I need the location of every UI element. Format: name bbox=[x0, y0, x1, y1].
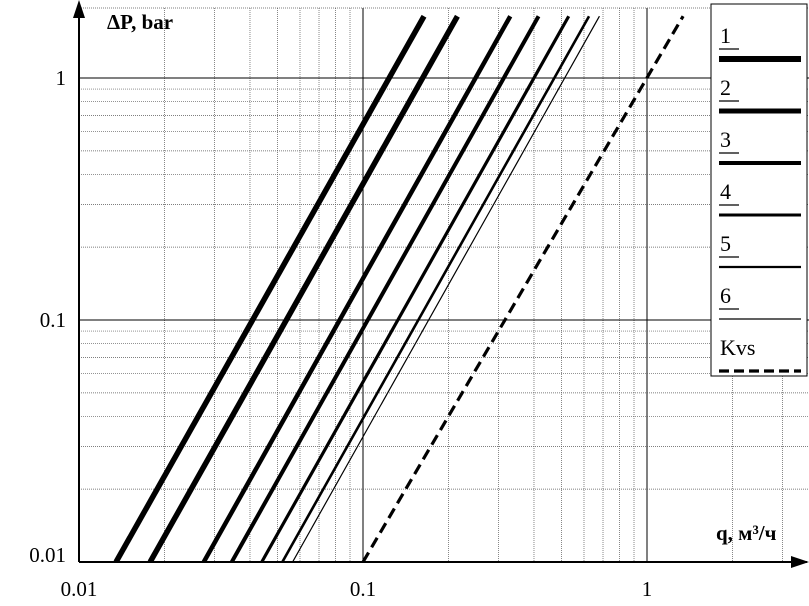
x-axis-arrow bbox=[791, 556, 809, 568]
x-tick-label: 0.1 bbox=[350, 577, 376, 601]
grid bbox=[79, 7, 809, 562]
legend-box bbox=[710, 3, 808, 377]
y-axis-arrow bbox=[73, 0, 85, 18]
legend-label: 2 bbox=[720, 75, 731, 100]
x-tick-label: 1 bbox=[642, 577, 653, 601]
legend-label: 4 bbox=[720, 179, 731, 204]
series-line-5-5 bbox=[281, 15, 591, 562]
legend-label: 3 bbox=[720, 127, 731, 152]
series-line-4-4 bbox=[260, 15, 571, 562]
legend-label: 1 bbox=[720, 23, 731, 48]
y-tick-label: 0.01 bbox=[29, 543, 66, 567]
series-line-1-0 bbox=[113, 14, 427, 562]
x-axis-label: q, м³/ч bbox=[716, 521, 777, 545]
axes bbox=[73, 0, 809, 568]
x-tick-label: 0.01 bbox=[61, 577, 98, 601]
series-lines bbox=[113, 14, 685, 562]
series-line-6-6 bbox=[292, 15, 600, 562]
legend-label: Kvs bbox=[720, 335, 755, 360]
tick-labels: 0.01 0.1 1 0.01 0.1 1 bbox=[29, 66, 652, 601]
y-tick-label: 0.1 bbox=[40, 308, 66, 332]
legend-label: 6 bbox=[720, 283, 731, 308]
series-line-1-1 bbox=[147, 14, 460, 562]
series-line-3-3 bbox=[229, 15, 541, 562]
legend-label: 5 bbox=[720, 231, 731, 256]
legend: 1 2 3 4 5 6 Kvs bbox=[710, 3, 808, 377]
y-axis-label: ΔP, bar bbox=[107, 10, 173, 34]
y-tick-label: 1 bbox=[56, 66, 67, 90]
series-line-Kvs-7 bbox=[361, 15, 685, 562]
series-line-2-2 bbox=[201, 15, 513, 562]
